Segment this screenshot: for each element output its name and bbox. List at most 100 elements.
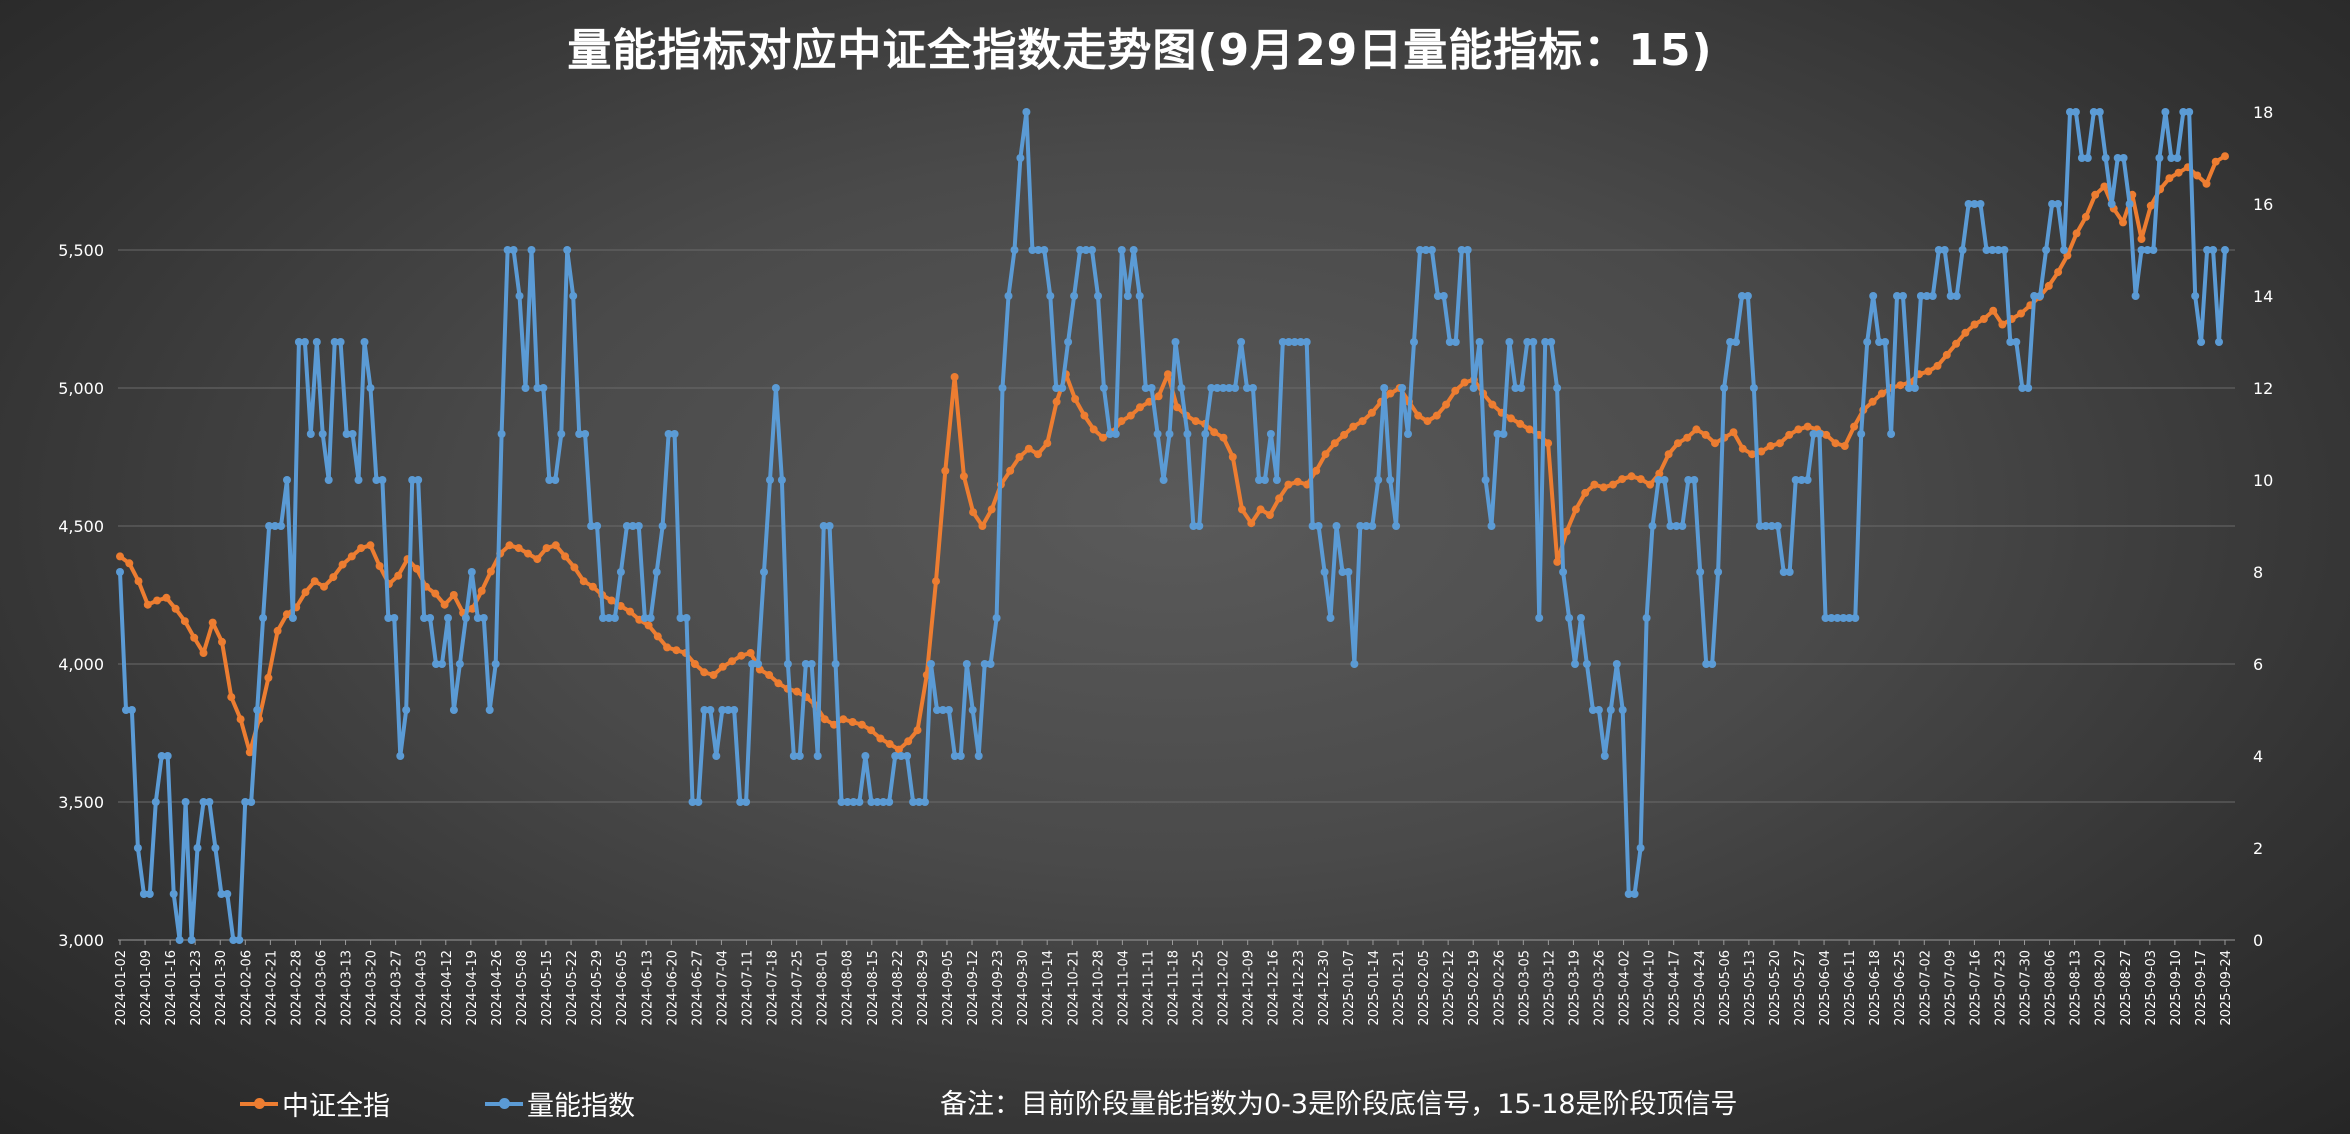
x-tick-label: 2024-09-30 [1016, 950, 1031, 1026]
legend-item-index[interactable]: 中证全指 [240, 1084, 390, 1123]
data-point-volume [1553, 384, 1562, 392]
data-point-volume [157, 752, 166, 760]
data-point-volume [241, 798, 250, 806]
data-point-volume [622, 522, 631, 530]
x-tick-label: 2025-03-12 [1542, 950, 1557, 1026]
data-point-index [1571, 505, 1580, 514]
data-point-volume [318, 430, 327, 438]
data-point-volume [2071, 108, 2080, 116]
data-point-volume [1821, 614, 1830, 622]
data-point-index [1711, 439, 1719, 448]
data-point-volume [193, 844, 202, 852]
data-point-volume [664, 430, 673, 438]
data-point-index [282, 610, 291, 619]
data-point-volume [557, 430, 566, 438]
data-point-index [1256, 505, 1265, 514]
data-point-volume [1893, 292, 1901, 300]
x-tick-label: 2024-07-18 [766, 950, 781, 1026]
data-point-index [1803, 422, 1812, 431]
data-point-volume [1940, 246, 1949, 254]
data-point-volume [1905, 384, 1913, 392]
data-point-volume [1928, 292, 1937, 300]
data-point-index [2174, 168, 2183, 177]
data-point-volume [551, 476, 560, 484]
x-tick-label: 2025-04-10 [1643, 950, 1658, 1026]
data-point-volume [1660, 476, 1669, 484]
data-point-volume [539, 384, 548, 392]
data-point-volume [897, 752, 906, 760]
data-point-volume [2107, 200, 2116, 208]
data-point-index [440, 600, 449, 609]
data-point-volume [831, 660, 840, 668]
data-point-index [1006, 466, 1015, 475]
x-tick-label: 2024-08-08 [841, 950, 856, 1026]
data-point-volume [1684, 476, 1693, 484]
data-point-index [2221, 152, 2229, 161]
x-tick-label: 2025-05-27 [1793, 950, 1808, 1026]
data-point-index [1330, 439, 1339, 448]
data-point-volume [223, 890, 232, 898]
x-tick-label: 2025-08-27 [2119, 950, 2134, 1026]
data-point-index [1210, 428, 1219, 437]
data-point-index [301, 588, 310, 597]
data-point-index [1664, 450, 1673, 459]
data-point-volume [694, 798, 703, 806]
data-point-index [2044, 281, 2053, 290]
data-point-volume [837, 798, 846, 806]
data-point-index [1683, 433, 1692, 442]
data-point-volume [1624, 890, 1633, 898]
legend-swatch-blue [485, 1097, 523, 1109]
data-point-volume [1135, 292, 1144, 300]
data-point-index [737, 651, 746, 660]
data-point-volume [1881, 338, 1890, 346]
data-point-volume [1463, 246, 1472, 254]
data-point-index [310, 577, 319, 586]
x-tick-label: 2024-08-22 [891, 950, 906, 1026]
data-point-volume [771, 384, 780, 392]
data-point-volume [825, 522, 834, 530]
data-point-volume [1839, 614, 1848, 622]
data-point-volume [742, 798, 751, 806]
data-point-index [1163, 370, 1172, 379]
data-point-volume [1970, 200, 1979, 208]
data-point-index [857, 720, 866, 729]
data-point-index [162, 593, 171, 602]
data-point-volume [1738, 292, 1746, 300]
data-point-index [143, 600, 152, 609]
legend-item-volume[interactable]: 量能指数 [485, 1084, 635, 1123]
data-point-index [1414, 411, 1423, 420]
data-point-volume [1296, 338, 1305, 346]
data-point-index [1386, 389, 1395, 398]
data-point-volume [2185, 108, 2194, 116]
data-point-volume [1547, 338, 1556, 346]
data-point-volume [1845, 614, 1854, 622]
legend-label-volume: 量能指数 [527, 1091, 635, 1122]
x-tick-label: 2025-01-14 [1367, 950, 1382, 1026]
data-point-volume [1726, 338, 1735, 346]
data-point-volume [849, 798, 858, 806]
data-point-index [1312, 466, 1321, 475]
data-point-volume [1165, 430, 1174, 438]
data-point-volume [533, 384, 542, 392]
data-point-volume [968, 706, 977, 714]
y-left-tick-label: 3,500 [58, 793, 104, 812]
x-tick-label: 2024-02-28 [289, 950, 304, 1026]
data-point-volume [1588, 706, 1597, 714]
data-point-volume [336, 338, 345, 346]
data-point-volume [1714, 568, 1723, 576]
data-point-volume [2155, 154, 2164, 162]
data-point-volume [1720, 384, 1729, 392]
data-point-volume [229, 936, 238, 944]
data-point-index [1831, 439, 1840, 448]
x-tick-label: 2024-04-03 [415, 950, 430, 1026]
data-point-index [830, 720, 838, 729]
data-point-index [1599, 483, 1608, 492]
data-point-index [1117, 417, 1126, 426]
data-point-index [1080, 411, 1089, 420]
data-point-index [1349, 422, 1358, 431]
data-point-index [236, 715, 245, 724]
data-point-volume [372, 476, 381, 484]
data-point-volume [1469, 384, 1478, 392]
data-point-volume [515, 292, 524, 300]
x-tick-label: 2024-03-06 [314, 950, 329, 1026]
